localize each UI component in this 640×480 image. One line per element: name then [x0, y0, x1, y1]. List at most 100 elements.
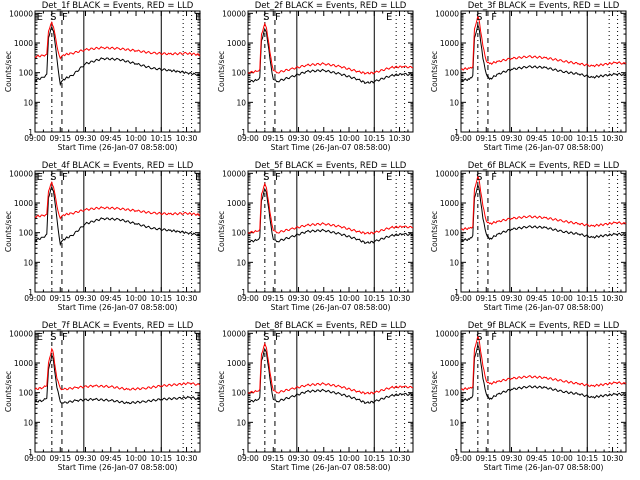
x-tick-label: 10:30: [176, 134, 198, 143]
x-axis-label: Start Time (26-Jan-07 08:58:00): [271, 143, 391, 152]
plot-frame: [460, 10, 627, 133]
x-tick-label: 09:30: [288, 454, 310, 463]
x-tick-label: 09:15: [475, 294, 497, 303]
chart-title: Det_2f BLACK = Events, RED = LLD: [255, 1, 407, 11]
y-tick-label: 10000: [435, 169, 459, 178]
x-tick-label: 09:45: [313, 294, 335, 303]
x-tick-label: 09:45: [100, 134, 122, 143]
lld-series-line: [247, 342, 414, 395]
y-tick-label: 1000: [227, 39, 246, 48]
events-series-line: [34, 25, 201, 87]
x-tick-label: 09:15: [49, 454, 71, 463]
x-tick-label: 10:00: [125, 294, 147, 303]
y-axis-label: Counts/sec: [217, 51, 226, 92]
chart-panel-1: Det_1f BLACK = Events, RED = LLD 1 10 100 10…: [4, 1, 201, 152]
y-tick-label: 1: [454, 288, 459, 297]
x-tick-label: 10:15: [576, 134, 598, 143]
y-tick-label: 10: [449, 258, 459, 267]
x-tick-label: 10:15: [150, 454, 172, 463]
y-tick-label: 10000: [9, 169, 33, 178]
events-series-line: [460, 23, 627, 82]
lld-series-line: [247, 182, 414, 235]
x-tick-label: 09:45: [526, 134, 548, 143]
phase-marker-label: F: [62, 172, 68, 183]
x-tick-label: 10:00: [338, 294, 360, 303]
y-tick-label: 1: [241, 448, 246, 457]
chart-title: Det_1f BLACK = Events, RED = LLD: [42, 1, 194, 11]
phase-marker-label: E: [386, 172, 392, 183]
lld-series-line: [34, 347, 201, 391]
y-tick-label: 10: [449, 98, 459, 107]
chart-title: Det_7f BLACK = Events, RED = LLD: [42, 321, 194, 331]
y-tick-label: 1: [28, 128, 33, 137]
x-tick-label: 09:45: [526, 294, 548, 303]
y-tick-label: 1000: [227, 359, 246, 368]
phase-marker-label: S: [50, 332, 56, 343]
y-tick-label: 1: [454, 128, 459, 137]
y-tick-label: 100: [232, 389, 247, 398]
y-tick-label: 1: [454, 448, 459, 457]
lld-series-line: [34, 180, 201, 220]
x-tick-label: 09:30: [75, 294, 97, 303]
x-tick-label: 10:00: [125, 134, 147, 143]
plot-frame: [460, 330, 627, 453]
y-tick-label: 100: [232, 69, 247, 78]
x-tick-label: 09:15: [49, 134, 71, 143]
chart-title: Det_3f BLACK = Events, RED = LLD: [468, 1, 620, 11]
x-axis-label: Start Time (26-Jan-07 08:58:00): [484, 463, 604, 472]
x-axis-label: Start Time (26-Jan-07 08:58:00): [271, 463, 391, 472]
chart-title: Det_8f BLACK = Events, RED = LLD: [255, 321, 407, 331]
y-tick-label: 1000: [227, 199, 246, 208]
phase-marker-label: F: [62, 332, 68, 343]
x-tick-label: 09:45: [100, 454, 122, 463]
chart-title: Det_9f BLACK = Events, RED = LLD: [468, 321, 620, 331]
phase-marker-label: E: [37, 12, 43, 23]
x-tick-label: 09:00: [450, 294, 472, 303]
events-series-line: [34, 185, 201, 247]
y-tick-label: 10: [449, 418, 459, 427]
y-tick-label: 10: [23, 258, 33, 267]
x-tick-label: 09:15: [262, 294, 284, 303]
plot-frame: [34, 330, 201, 453]
x-tick-label: 09:00: [24, 454, 46, 463]
chart-panel-8: Det_8f BLACK = Events, RED = LLD 1 10 100 10…: [217, 321, 414, 472]
x-tick-label: 09:15: [262, 454, 284, 463]
phase-marker-label: E: [195, 332, 201, 343]
y-axis-label: Counts/sec: [217, 371, 226, 412]
x-tick-label: 10:30: [389, 454, 411, 463]
phase-marker-label: E: [195, 12, 201, 23]
y-tick-label: 1000: [440, 359, 459, 368]
y-tick-label: 1000: [14, 199, 33, 208]
x-tick-label: 09:00: [450, 134, 472, 143]
lld-series-line: [247, 22, 414, 75]
x-tick-label: 10:15: [150, 134, 172, 143]
x-tick-label: 10:00: [125, 454, 147, 463]
y-tick-label: 10000: [222, 9, 246, 18]
y-tick-label: 1: [241, 128, 246, 137]
chart-title: Det_4f BLACK = Events, RED = LLD: [42, 161, 194, 171]
plot-frame: [247, 10, 414, 133]
phase-marker-label: S: [50, 172, 56, 183]
x-tick-label: 10:00: [338, 454, 360, 463]
x-tick-label: 09:00: [237, 454, 259, 463]
y-tick-label: 1000: [14, 359, 33, 368]
y-tick-label: 1000: [440, 39, 459, 48]
x-tick-label: 09:00: [237, 294, 259, 303]
phase-marker-label: F: [62, 12, 68, 23]
chart-panel-3: Det_3f BLACK = Events, RED = LLD 1 10 100 10…: [430, 1, 627, 152]
x-tick-label: 10:15: [363, 454, 385, 463]
phase-marker-label: E: [195, 172, 201, 183]
x-tick-label: 09:45: [526, 454, 548, 463]
y-tick-label: 10: [236, 418, 246, 427]
plot-frame: [460, 170, 627, 293]
y-tick-label: 1: [28, 448, 33, 457]
y-tick-label: 100: [19, 229, 34, 238]
phase-marker-label: E: [386, 332, 392, 343]
x-tick-label: 10:30: [602, 294, 624, 303]
chart-title: Det_5f BLACK = Events, RED = LLD: [255, 161, 407, 171]
events-series-line: [247, 27, 414, 85]
chart-panel-4: Det_4f BLACK = Events, RED = LLD 1 10 100 10…: [4, 161, 201, 312]
phase-marker-label: E: [37, 172, 43, 183]
x-tick-label: 10:30: [389, 294, 411, 303]
